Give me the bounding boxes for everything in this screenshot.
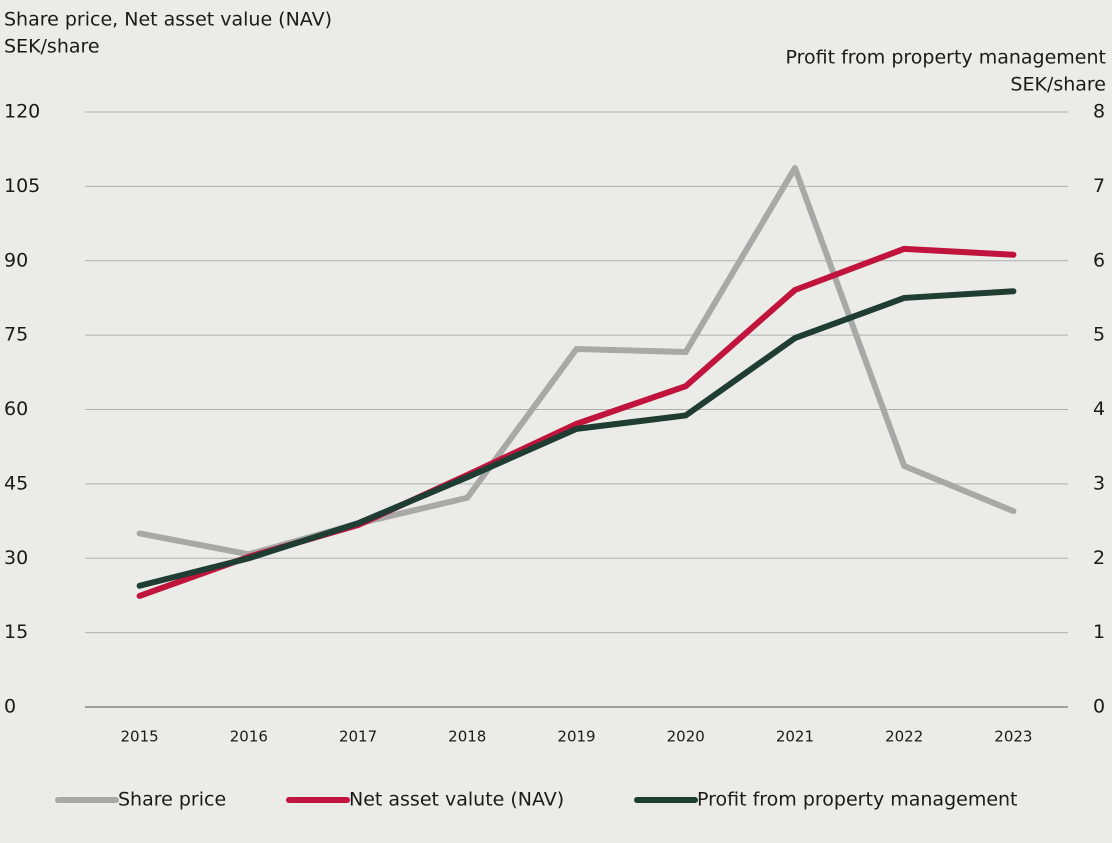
y2-tick-label: 3 [1093,472,1105,494]
x-tick-label: 2017 [339,728,377,746]
x-tick-label: 2016 [230,728,268,746]
y2-tick-label: 8 [1093,101,1105,123]
y2-tick-label: 7 [1093,175,1105,197]
x-tick-label: 2019 [557,728,595,746]
y2-axis-label: Profit from property management [785,47,1106,69]
y-tick-label: 0 [4,696,16,718]
y-tick-label: 120 [4,101,40,123]
y2-axis-label: SEK/share [1010,74,1106,96]
x-tick-label: 2022 [885,728,923,746]
y-tick-label: 15 [4,621,28,643]
x-tick-label: 2018 [448,728,486,746]
y-tick-label: 60 [4,398,28,420]
y-tick-label: 30 [4,547,28,569]
y2-tick-label: 5 [1093,324,1105,346]
y2-tick-label: 2 [1093,547,1105,569]
x-tick-label: 2021 [776,728,814,746]
y-axis-label: Share price, Net asset value (NAV) [4,9,332,31]
y-tick-label: 105 [4,175,40,197]
y2-tick-label: 0 [1093,696,1105,718]
y-tick-label: 45 [4,472,28,494]
y2-tick-label: 4 [1093,398,1105,420]
y-tick-label: 90 [4,249,28,271]
series-line [136,288,1017,589]
legend-label: Profit from property management [697,789,1018,811]
x-tick-label: 2023 [994,728,1032,746]
y-axis-label: SEK/share [4,36,100,58]
y2-tick-label: 1 [1093,621,1105,643]
y-tick-label: 75 [4,324,28,346]
legend-label: Share price [118,789,226,811]
x-tick-label: 2020 [667,728,705,746]
legend-label: Net asset valute (NAV) [349,789,564,811]
y2-tick-label: 6 [1093,249,1105,271]
x-tick-label: 2015 [121,728,159,746]
